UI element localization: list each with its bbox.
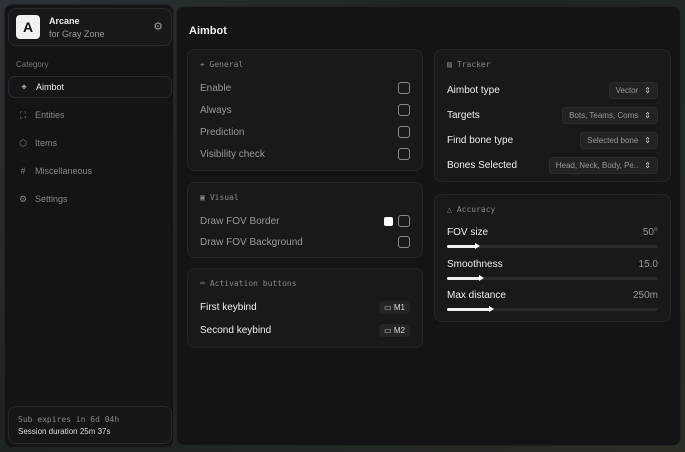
draw-fov-border-checkbox[interactable] bbox=[398, 215, 410, 227]
chevrons-icon: ⇕ bbox=[644, 135, 651, 145]
bones-selected-select[interactable]: Head, Neck, Body, Pe.. ⇕ bbox=[548, 156, 658, 174]
sidebar-item-aimbot[interactable]: ⌖ Aimbot bbox=[8, 76, 172, 98]
draw-fov-background-row[interactable]: Draw FOV Background bbox=[200, 234, 410, 250]
sidebar-item-label: Miscellaneous bbox=[35, 166, 93, 176]
tracker-card: ▨ Tracker Aimbot type Vector ⇕ Targets Bots,… bbox=[434, 49, 671, 182]
keyboard-icon: ⌨ bbox=[200, 279, 205, 288]
gear-icon: ⚙ bbox=[18, 193, 28, 204]
draw-fov-border-row[interactable]: Draw FOV Border bbox=[200, 213, 410, 229]
sidebar-item-label: Entities bbox=[35, 110, 65, 120]
slider-fill[interactable] bbox=[447, 243, 480, 249]
session-duration: Session duration 25m 37s bbox=[18, 427, 111, 436]
card-header: ▨ Tracker bbox=[447, 60, 491, 69]
prediction-row[interactable]: Prediction bbox=[200, 124, 410, 140]
gear-icon[interactable]: ⚙ bbox=[153, 21, 163, 33]
card-header: ▣ Visual bbox=[200, 193, 239, 202]
sidebar-item-label: Aimbot bbox=[36, 82, 65, 92]
targets-select[interactable]: Bots, Teams, Coms ⇕ bbox=[562, 106, 658, 124]
card-header: ⌨ Activation buttons bbox=[200, 279, 297, 288]
second-keybind-button[interactable]: ▭ M2 bbox=[379, 323, 410, 337]
main-panel: Aimbot ⌖ General Enable Always Prediction… bbox=[176, 6, 681, 446]
user-scan-icon: ⛶ bbox=[19, 109, 27, 120]
chevrons-icon: ⇕ bbox=[644, 110, 651, 120]
find-bone-type-row: Find bone type Selected bone ⇕ bbox=[447, 131, 658, 149]
max-distance-slider[interactable] bbox=[447, 306, 658, 312]
enable-row[interactable]: Enable bbox=[200, 80, 410, 96]
always-checkbox[interactable] bbox=[398, 104, 410, 116]
bones-selected-row: Bones Selected Head, Neck, Body, Pe.. ⇕ bbox=[447, 156, 658, 174]
targets-row: Targets Bots, Teams, Coms ⇕ bbox=[447, 106, 658, 124]
chart-icon: ▨ bbox=[447, 60, 452, 69]
visibility-check-row[interactable]: Visibility check bbox=[200, 146, 410, 162]
enable-checkbox[interactable] bbox=[398, 82, 410, 94]
find-bone-type-select[interactable]: Selected bone ⇕ bbox=[580, 131, 658, 149]
sidebar-item-settings[interactable]: ⚙ Settings bbox=[8, 188, 172, 210]
smoothness-slider[interactable] bbox=[447, 275, 658, 281]
always-row[interactable]: Always bbox=[200, 102, 410, 118]
chevrons-icon: ⇕ bbox=[644, 160, 651, 170]
fov-size-slider[interactable] bbox=[447, 243, 658, 249]
general-card: ⌖ General Enable Always Prediction Visibi… bbox=[187, 49, 423, 171]
page-title: Aimbot bbox=[189, 25, 227, 37]
crosshair-icon: ⌖ bbox=[200, 60, 205, 69]
visibility-check-checkbox[interactable] bbox=[398, 148, 410, 160]
subscription-footer: Sub expires in 6d 04h Session duration 2… bbox=[8, 406, 172, 444]
card-header: ⌖ General bbox=[200, 60, 244, 69]
prediction-checkbox[interactable] bbox=[398, 126, 410, 138]
brand-subtitle: for Gray Zone bbox=[49, 29, 105, 39]
sidebar-item-items[interactable]: ⬡ Items bbox=[8, 132, 172, 154]
logo: A bbox=[16, 15, 40, 39]
draw-fov-background-checkbox[interactable] bbox=[398, 236, 410, 248]
second-keybind-row: Second keybind ▭ M2 bbox=[200, 322, 410, 338]
brand-card: A Arcane for Gray Zone ⚙ bbox=[8, 8, 172, 46]
activation-card: ⌨ Activation buttons First keybind ▭ M1 Se… bbox=[187, 268, 423, 348]
sidebar bbox=[4, 4, 174, 448]
max-distance-value: 250m bbox=[632, 289, 658, 301]
first-keybind-row: First keybind ▭ M1 bbox=[200, 299, 410, 315]
grid-icon: # bbox=[20, 166, 26, 176]
visual-card: ▣ Visual Draw FOV Border Draw FOV Backgro… bbox=[187, 182, 423, 258]
sidebar-item-label: Settings bbox=[35, 194, 68, 204]
slider-fill[interactable] bbox=[447, 275, 484, 281]
aimbot-type-row: Aimbot type Vector ⇕ bbox=[447, 81, 658, 99]
triangle-icon: △ bbox=[447, 205, 452, 214]
sub-expiry: Sub expires in 6d 04h bbox=[18, 415, 120, 424]
slider-fill[interactable] bbox=[447, 306, 495, 312]
sidebar-item-miscellaneous[interactable]: # Miscellaneous bbox=[8, 160, 172, 182]
card-header: △ Accuracy bbox=[447, 205, 496, 214]
accuracy-card: △ Accuracy FOV size 50° Smoothness 15.0 Max… bbox=[434, 194, 671, 322]
sidebar-item-entities[interactable]: ⛶ Entities bbox=[8, 104, 172, 126]
sidebar-item-label: Items bbox=[35, 138, 58, 148]
fov-size-row: FOV size 50° bbox=[447, 226, 658, 238]
smoothness-row: Smoothness 15.0 bbox=[447, 258, 658, 270]
aimbot-type-select[interactable]: Vector ⇕ bbox=[608, 81, 658, 99]
smoothness-value: 15.0 bbox=[638, 258, 658, 270]
first-keybind-button[interactable]: ▭ M1 bbox=[379, 300, 410, 314]
category-label: Category bbox=[16, 60, 49, 69]
crosshair-icon: ⌖ bbox=[21, 81, 27, 92]
box-icon: ⬡ bbox=[19, 137, 27, 148]
fov-size-value: 50° bbox=[642, 226, 658, 238]
eye-box-icon: ▣ bbox=[200, 193, 205, 202]
max-distance-row: Max distance 250m bbox=[447, 289, 658, 301]
chevrons-icon: ⇕ bbox=[644, 85, 651, 95]
color-swatch[interactable] bbox=[384, 216, 393, 226]
brand-name: Arcane bbox=[49, 16, 80, 26]
